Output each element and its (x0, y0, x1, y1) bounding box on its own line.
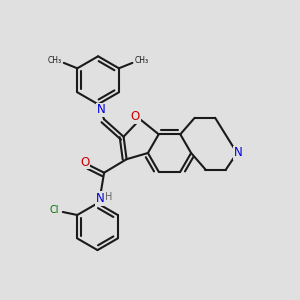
Text: CH₃: CH₃ (135, 56, 149, 65)
Text: N: N (97, 103, 106, 116)
Text: N: N (96, 192, 105, 205)
Text: H: H (105, 192, 112, 202)
Text: O: O (131, 110, 140, 123)
Text: O: O (80, 156, 89, 169)
Text: Cl: Cl (50, 206, 59, 215)
Text: CH₃: CH₃ (47, 56, 61, 65)
Text: N: N (234, 146, 243, 160)
